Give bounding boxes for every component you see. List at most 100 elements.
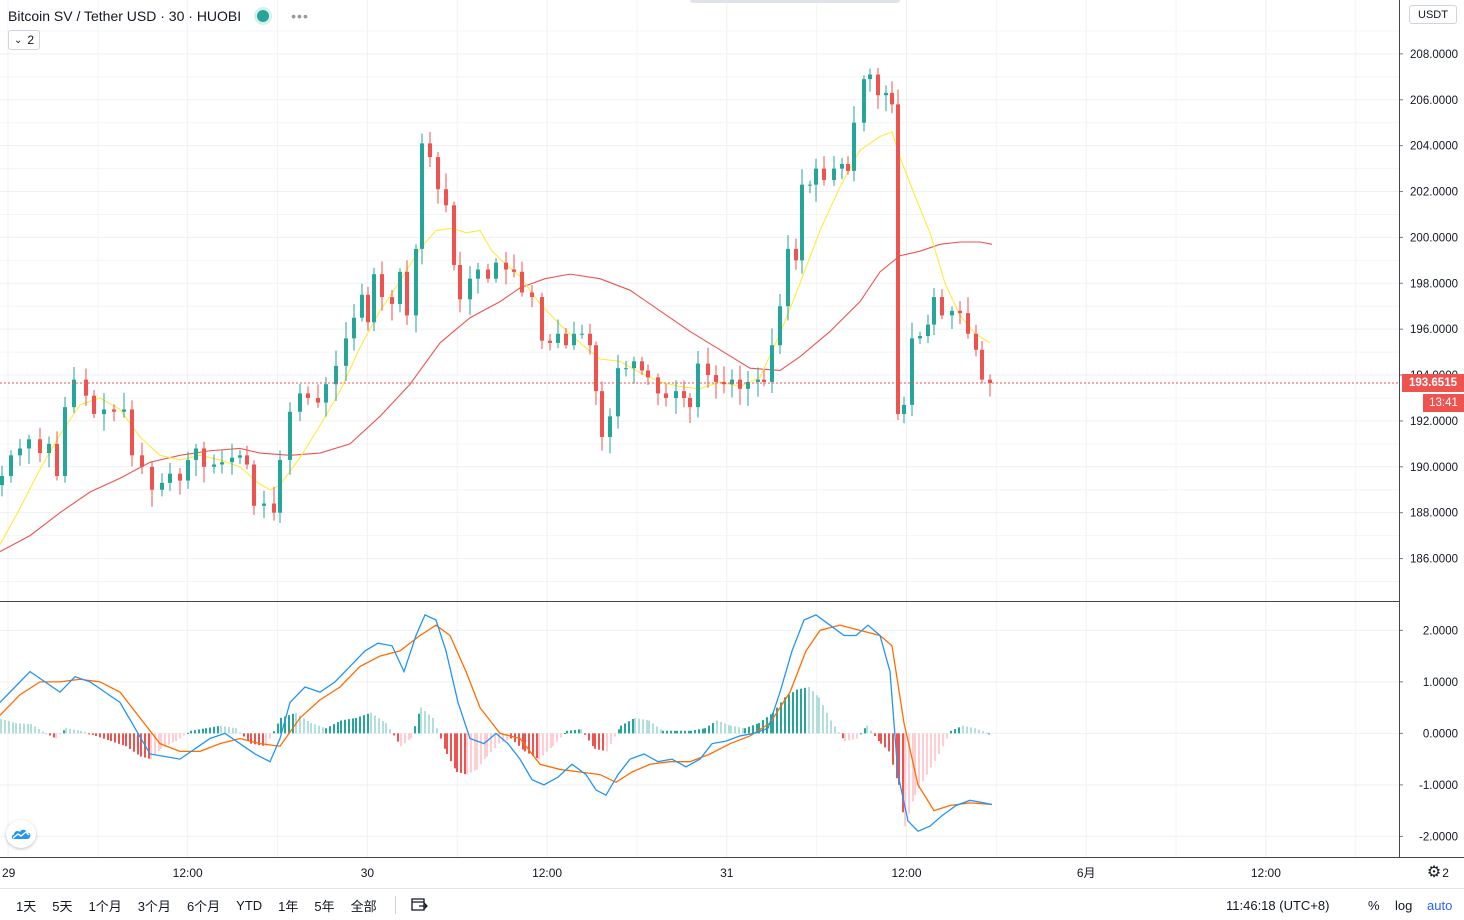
y-tick-label: 2.0000 <box>1423 625 1458 637</box>
symbol-title[interactable]: Bitcoin SV / Tether USD · 30 · HUOBI <box>8 8 242 24</box>
macd-histogram-bar <box>400 733 402 747</box>
auto-toggle[interactable]: auto <box>1427 897 1453 913</box>
candle <box>794 238 798 270</box>
top-toolbar-handle[interactable] <box>690 0 900 3</box>
macd-histogram-bar <box>410 733 412 739</box>
macd-histogram-bar <box>125 733 127 747</box>
range-ytd[interactable]: YTD <box>236 897 263 913</box>
candle <box>564 328 568 349</box>
macd-histogram-bar <box>414 726 416 734</box>
candle <box>714 365 718 399</box>
candle <box>316 384 320 408</box>
macd-histogram-bar <box>838 732 840 734</box>
candle <box>178 468 182 495</box>
y-tick-label: 206.0000 <box>1410 95 1458 107</box>
macd-histogram-bar <box>486 733 488 757</box>
currency-button[interactable]: USDT <box>1409 5 1457 24</box>
macd-line <box>0 614 993 833</box>
candle <box>102 393 106 431</box>
macd-histogram-bar <box>738 727 740 734</box>
macd-histogram-bar <box>594 733 596 749</box>
candle <box>150 461 154 507</box>
macd-histogram-bar <box>904 733 906 827</box>
macd-histogram-bar <box>179 733 181 739</box>
x-tick-label: 31 <box>720 866 734 880</box>
macd-histogram-bar <box>370 712 372 734</box>
indicator-toggle[interactable]: ⌄ 2 <box>8 30 41 50</box>
range-1m[interactable]: 1个月 <box>88 898 122 914</box>
macd-histogram-bar <box>570 730 572 734</box>
macd-histogram-bar <box>818 697 820 734</box>
macd-histogram-bar <box>190 730 192 734</box>
macd-histogram-bar <box>986 732 988 734</box>
macd-histogram-bar <box>728 724 730 734</box>
macd-histogram-bar <box>946 733 948 739</box>
candle <box>876 67 880 109</box>
macd-histogram-bar <box>8 721 10 734</box>
candle <box>926 314 930 343</box>
percent-toggle[interactable]: % <box>1368 897 1380 913</box>
macd-histogram-bar <box>578 729 580 734</box>
macd-histogram-bar <box>598 733 600 750</box>
range-6m[interactable]: 6个月 <box>186 898 221 914</box>
macd-histogram-bar <box>762 720 764 734</box>
macd-histogram-bar <box>822 705 824 734</box>
candle <box>92 389 96 419</box>
candle <box>594 341 598 405</box>
macd-histogram-bar <box>848 733 850 741</box>
candle <box>640 356 644 375</box>
candle <box>47 436 51 468</box>
macd-histogram-bar <box>389 729 391 734</box>
macd-histogram-bar <box>352 718 354 734</box>
tradingview-logo[interactable] <box>6 820 36 848</box>
more-options-icon[interactable]: ••• <box>291 8 309 24</box>
macd-histogram-bar <box>480 733 482 765</box>
macd-histogram-bar <box>970 727 972 734</box>
candle <box>140 442 144 475</box>
candle <box>458 251 462 313</box>
macd-histogram-bar <box>784 697 786 734</box>
range-5d[interactable]: 5天 <box>52 898 73 914</box>
macd-histogram-bar <box>878 733 880 742</box>
macd-histogram-bar <box>982 731 984 734</box>
range-3m[interactable]: 3个月 <box>137 898 171 914</box>
macd-histogram-bar <box>198 729 200 734</box>
log-toggle[interactable]: log <box>1395 897 1413 913</box>
macd-histogram-bar <box>277 723 279 734</box>
macd-histogram-bar <box>110 733 112 742</box>
macd-histogram-bar <box>702 728 704 734</box>
macd-histogram-bar <box>666 730 668 734</box>
candle <box>202 441 206 483</box>
chart-settings-icon[interactable]: ⚙ <box>1426 864 1442 881</box>
macd-histogram-bar <box>734 726 736 734</box>
candle <box>580 324 584 339</box>
goto-date-icon[interactable] <box>410 896 428 915</box>
macd-histogram-bar <box>42 731 44 734</box>
candle <box>624 361 628 377</box>
range-1d[interactable]: 1天 <box>16 898 37 914</box>
macd-histogram-bar <box>247 733 249 741</box>
macd-histogram-bar <box>870 730 872 734</box>
candle <box>884 85 888 112</box>
macd-histogram-bar <box>498 733 500 744</box>
macd-histogram-bar <box>826 712 828 734</box>
range-all[interactable]: 全部 <box>350 898 377 914</box>
candle <box>390 289 394 321</box>
candle <box>862 75 866 132</box>
macd-histogram-bar <box>652 723 654 734</box>
candle <box>72 366 76 413</box>
macd-histogram-bar <box>528 733 530 754</box>
macd-histogram-bar <box>712 723 714 734</box>
range-1y[interactable]: 1年 <box>278 898 299 914</box>
candle <box>616 354 620 429</box>
candle <box>664 383 668 407</box>
y-tick-label: 204.0000 <box>1410 141 1458 153</box>
candle <box>746 370 750 406</box>
candle <box>504 251 508 285</box>
range-5y[interactable]: 5年 <box>314 898 335 914</box>
candle <box>262 490 266 519</box>
candle <box>55 431 59 481</box>
macd-histogram-bar <box>30 724 32 734</box>
clock-readout[interactable]: 11:46:18 (UTC+8) <box>1226 897 1330 913</box>
